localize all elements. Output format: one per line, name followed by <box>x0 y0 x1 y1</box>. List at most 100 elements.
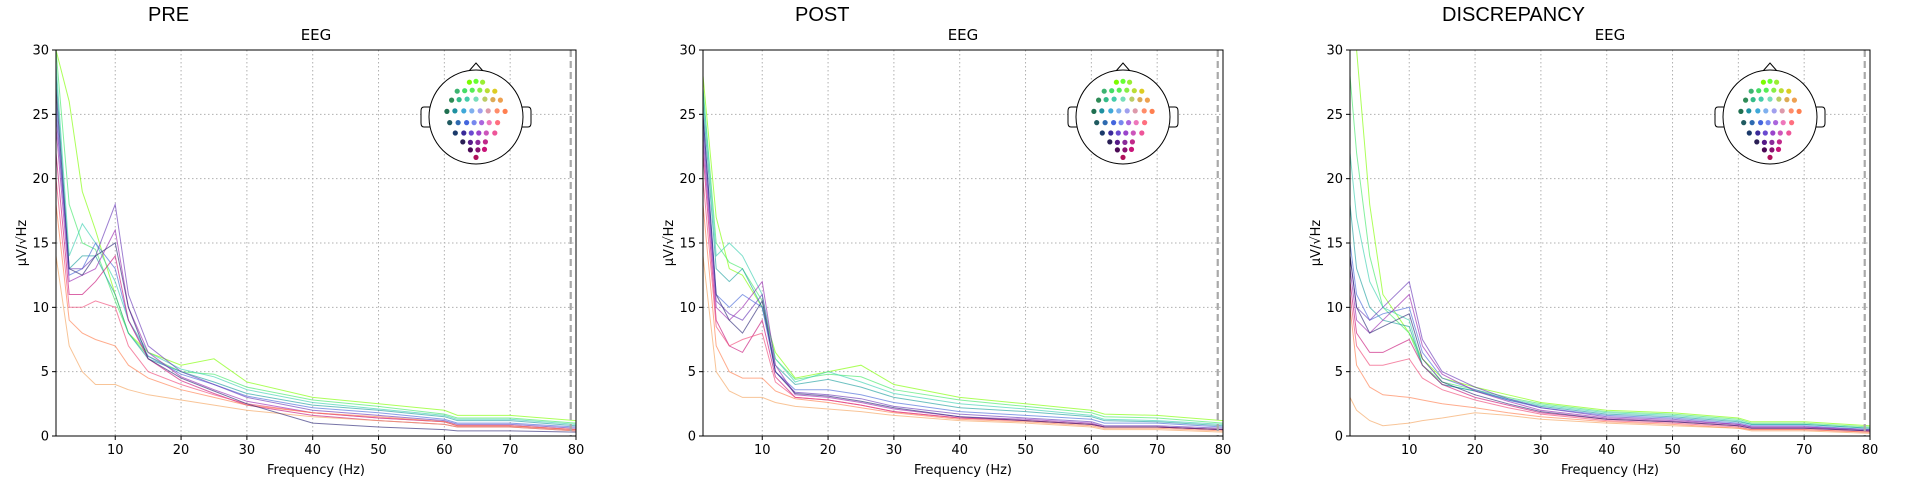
psd-trace <box>1350 75 1870 428</box>
psd-trace <box>56 152 576 432</box>
sensor-dot <box>1096 97 1102 103</box>
psd-trace <box>703 88 1223 424</box>
sensor-dot <box>1122 139 1128 145</box>
y-tick-label: 30 <box>1326 44 1343 59</box>
psd-trace <box>703 88 1223 425</box>
sensor-dot <box>483 130 489 136</box>
sensor-dot <box>476 130 482 136</box>
psd-trace <box>1350 281 1870 432</box>
sensor-dot <box>452 130 458 136</box>
sensor-dot <box>1115 130 1121 136</box>
psd-trace <box>56 62 576 425</box>
sensor-dot <box>1741 120 1747 126</box>
sensor-dot <box>1780 120 1786 126</box>
sensor-dot <box>1779 108 1785 114</box>
psd-trace <box>1350 255 1870 431</box>
sensor-dot <box>1762 130 1768 136</box>
sensor-dot <box>482 139 488 145</box>
sensor-dot <box>480 79 486 85</box>
pre-x-axis-label: Frequency (Hz) <box>267 463 365 478</box>
sensor-dot <box>1132 108 1138 114</box>
post-panel: POST EEG 10 20 30 40 50 60 70 80 0 5 10 15 20 25 30 Freq… <box>662 4 1231 478</box>
sensor-dot <box>1786 88 1792 94</box>
x-tick-label: 70 <box>1149 443 1166 458</box>
sensor-dot <box>479 120 485 126</box>
left-ear-icon <box>1714 106 1724 128</box>
sensor-dot <box>1116 108 1122 114</box>
y-tick-label: 25 <box>679 108 696 123</box>
sensor-dot <box>1102 120 1108 126</box>
psd-trace <box>1350 307 1870 433</box>
psd-trace <box>56 178 576 431</box>
psd-trace <box>703 75 1223 422</box>
post-sensor-map-inset <box>1067 62 1179 165</box>
sensor-dot <box>469 87 475 93</box>
sensor-dot <box>1126 120 1132 126</box>
x-tick-label: 10 <box>754 443 771 458</box>
sensor-dot <box>1139 88 1145 94</box>
discrepancy-y-axis-label: µV/√Hz <box>1309 220 1324 267</box>
sensor-dot <box>1103 97 1109 103</box>
sensor-dot <box>484 88 490 94</box>
sensor-dot <box>1789 120 1795 126</box>
pre-sensor-map-inset <box>420 62 532 165</box>
post-x-axis-label: Frequency (Hz) <box>914 463 1012 478</box>
sensor-dot <box>1778 88 1784 94</box>
x-tick-label: 20 <box>820 443 837 458</box>
sensor-dot <box>1743 97 1749 103</box>
discrepancy-axis-title: EEG <box>1595 26 1626 44</box>
sensor-dot <box>462 88 468 94</box>
y-tick-label: 5 <box>41 365 49 380</box>
pre-panel-title: PRE <box>148 4 189 26</box>
psd-trace <box>1350 204 1870 429</box>
psd-trace <box>56 204 576 431</box>
x-tick-label: 20 <box>173 443 190 458</box>
left-ear-icon <box>420 106 430 128</box>
nose-icon <box>1115 62 1131 72</box>
x-tick-label: 60 <box>1083 443 1100 458</box>
sensor-dot <box>473 154 479 160</box>
y-tick-label: 0 <box>41 430 49 445</box>
x-tick-label: 80 <box>568 443 585 458</box>
sensor-dot <box>1763 108 1769 114</box>
psd-trace <box>703 114 1223 431</box>
y-tick-label: 20 <box>679 172 696 187</box>
sensor-dot <box>1094 120 1100 126</box>
x-tick-label: 70 <box>1796 443 1813 458</box>
sensor-dot <box>481 146 488 152</box>
sensor-dot <box>456 97 462 103</box>
sensor-dot <box>1748 88 1754 94</box>
nose-icon <box>1762 62 1778 72</box>
psd-trace <box>56 50 576 422</box>
sensor-dot <box>494 108 500 114</box>
sensor-dot <box>468 130 474 136</box>
sensor-dot <box>473 78 479 84</box>
sensor-dot <box>1761 139 1767 145</box>
y-tick-label: 20 <box>1326 172 1343 187</box>
sensor-dot <box>1099 130 1105 136</box>
y-tick-label: 15 <box>32 237 49 252</box>
x-tick-label: 40 <box>304 443 321 458</box>
sensor-dot <box>1755 130 1761 136</box>
sensor-dot <box>1107 139 1113 145</box>
sensor-dot <box>1099 108 1105 114</box>
discrepancy-panel: DISCREPANCY EEG 10 20 30 40 50 60 70 80 0 5 10 15 20 2… <box>1309 4 1878 478</box>
sensor-dot <box>1142 120 1148 126</box>
sensor-dot <box>1131 88 1137 94</box>
x-tick-label: 20 <box>1467 443 1484 458</box>
sensor-dot <box>497 97 503 103</box>
sensor-dot <box>473 96 479 102</box>
x-tick-label: 80 <box>1862 443 1879 458</box>
sensor-dot <box>444 108 450 114</box>
post-axis-title: EEG <box>948 26 979 44</box>
psd-trace <box>703 255 1223 433</box>
sensor-dot <box>1767 96 1773 102</box>
sensor-dot <box>467 147 473 153</box>
psd-trace <box>703 114 1223 428</box>
sensor-dot <box>1746 130 1752 136</box>
sensor-dot <box>1769 139 1775 145</box>
psd-trace <box>56 255 576 432</box>
psd-trace <box>703 127 1223 429</box>
sensor-dot <box>1139 130 1145 136</box>
y-tick-label: 25 <box>1326 108 1343 123</box>
